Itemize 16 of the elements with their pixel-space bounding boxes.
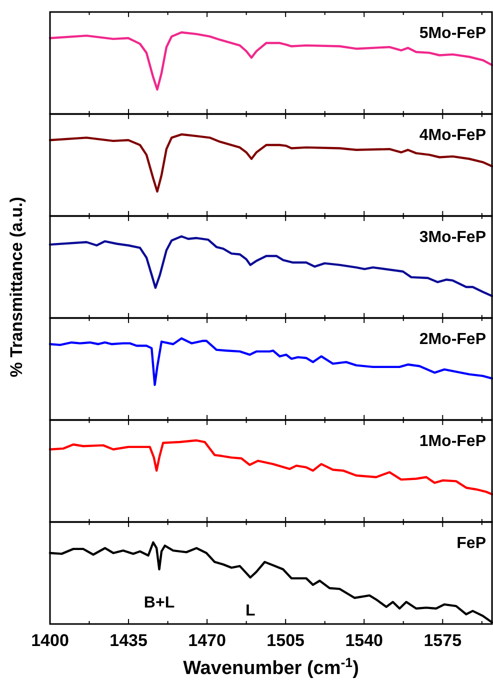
x-tick-label: 1435 xyxy=(110,631,148,650)
chart-title: 1Mo-FeP xyxy=(419,433,486,450)
x-tick-label: 1575 xyxy=(424,631,462,650)
chart-title: 5Mo-FeP xyxy=(419,25,486,42)
annotation: B+L xyxy=(144,594,175,612)
x-axis-title: Wavenumber (cm$^{-1}$) xyxy=(183,654,359,679)
x-tick-label: 1540 xyxy=(345,631,384,650)
chart-title: 2Mo-FeP xyxy=(419,331,486,348)
x-tick-label: 1470 xyxy=(188,631,226,650)
annotation: L xyxy=(245,602,256,620)
chart-title: 4Mo-FeP xyxy=(419,127,486,144)
chart-title: 3Mo-FeP xyxy=(419,229,486,246)
y-axis-title: % Transmittance (a.u.) xyxy=(7,196,26,378)
chart-title: FeP xyxy=(456,535,486,552)
x-tick-label: 1400 xyxy=(31,631,69,650)
x-tick-label: 1505 xyxy=(266,631,304,650)
